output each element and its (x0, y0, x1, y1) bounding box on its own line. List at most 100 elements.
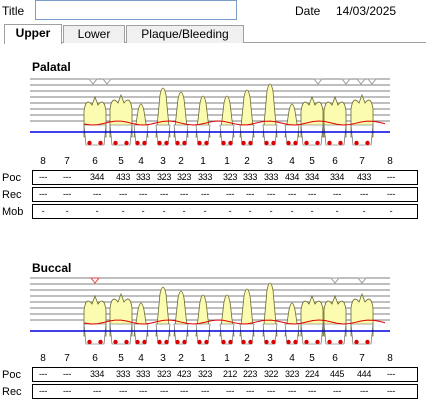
palatal-cell[interactable]: --- (287, 189, 297, 199)
palatal-cell[interactable]: 323 (156, 172, 172, 182)
palatal-cell[interactable]: 323 (222, 172, 238, 182)
palatal-cell[interactable]: 333 (242, 172, 258, 182)
buccal-cell[interactable]: --- (386, 369, 396, 379)
palatal-cell[interactable]: --- (179, 189, 189, 199)
buccal-cell[interactable]: 445 (329, 369, 345, 379)
palatal-cell[interactable]: --- (266, 189, 276, 199)
palatal-cell[interactable]: - (95, 206, 99, 216)
buccal-cell[interactable]: --- (118, 386, 128, 396)
buccal-cell[interactable]: --- (332, 386, 342, 396)
palatal-cell[interactable]: - (65, 206, 69, 216)
palatal-cell[interactable]: - (203, 206, 207, 216)
tab-lower[interactable]: Lower (63, 25, 125, 43)
palatal-poc-row[interactable]: --- --- 344 433 333 323 323 333 323 333 333 434 334 3… (32, 170, 418, 185)
palatal-crown (239, 124, 255, 146)
palatal-cell[interactable]: - (310, 206, 314, 216)
palatal-mob-row[interactable]: ---------------- (32, 204, 418, 219)
palatal-cell[interactable]: - (269, 206, 273, 216)
palatal-cell[interactable]: - (335, 206, 339, 216)
palatal-cell[interactable]: --- (225, 189, 235, 199)
buccal-cell[interactable]: --- (245, 386, 255, 396)
buccal-cell[interactable]: --- (266, 386, 276, 396)
buccal-cell[interactable]: 333 (115, 369, 131, 379)
palatal-cell[interactable]: - (162, 206, 166, 216)
palatal-bleeding-dot (304, 140, 309, 146)
palatal-cell[interactable]: --- (200, 189, 210, 199)
palatal-cell[interactable]: - (121, 206, 125, 216)
palatal-cell[interactable]: --- (307, 189, 317, 199)
buccal-cell[interactable]: 323 (284, 369, 300, 379)
buccal-cell[interactable]: --- (159, 386, 169, 396)
palatal-tooth-chart[interactable] (30, 73, 390, 153)
palatal-cell[interactable]: 334 (329, 172, 345, 182)
buccal-cell[interactable]: 223 (242, 369, 258, 379)
palatal-cell[interactable]: --- (62, 172, 72, 182)
palatal-rec-row[interactable]: --- --- --- --- --- --- --- --- --- --- --- --- --- -… (32, 187, 418, 202)
buccal-cell[interactable]: 322 (263, 369, 279, 379)
palatal-cell[interactable]: --- (159, 189, 169, 199)
palatal-cell[interactable]: --- (38, 172, 48, 182)
buccal-poc-row[interactable]: --- --- 334 333 333 323 423 323 212 223 322 323 224 4… (32, 367, 418, 382)
buccal-cell[interactable]: 323 (197, 369, 213, 379)
buccal-furcation-marker (89, 277, 101, 284)
buccal-cell[interactable]: 333 (135, 369, 151, 379)
title-input[interactable] (35, 0, 237, 20)
palatal-cell[interactable]: --- (138, 189, 148, 199)
palatal-cell[interactable]: - (182, 206, 186, 216)
buccal-cell[interactable]: --- (38, 386, 48, 396)
palatal-cell[interactable]: 433 (115, 172, 131, 182)
palatal-cell[interactable]: 434 (284, 172, 300, 182)
buccal-cell[interactable]: 323 (156, 369, 172, 379)
buccal-rec-row[interactable]: --- --- --- --- --- --- --- --- --- --- --- --- --- -… (32, 384, 418, 399)
palatal-cell[interactable]: 333 (263, 172, 279, 182)
buccal-cell[interactable]: --- (386, 386, 396, 396)
buccal-tooth-numbers: 8 7 6 5 4 3 2 1 1 2 3 4 5 6 7 8 (0, 353, 430, 366)
palatal-cell[interactable]: --- (359, 189, 369, 199)
palatal-cell[interactable]: --- (386, 189, 396, 199)
buccal-tooth-number: 3 (160, 353, 166, 364)
buccal-cell[interactable]: --- (62, 369, 72, 379)
buccal-cell[interactable]: --- (179, 386, 189, 396)
palatal-cell[interactable]: 323 (176, 172, 192, 182)
palatal-cell[interactable]: --- (38, 189, 48, 199)
buccal-cell[interactable]: --- (287, 386, 297, 396)
palatal-cell[interactable]: - (141, 206, 145, 216)
palatal-cell[interactable]: - (41, 206, 45, 216)
buccal-cell[interactable]: 224 (304, 369, 320, 379)
date-label: Date (295, 4, 321, 18)
palatal-cell[interactable]: 334 (304, 172, 320, 182)
buccal-tooth-chart[interactable] (30, 272, 390, 352)
buccal-cell[interactable]: --- (307, 386, 317, 396)
palatal-cell[interactable]: --- (118, 189, 128, 199)
palatal-cell[interactable]: 433 (356, 172, 372, 182)
tab-upper[interactable]: Upper (4, 24, 62, 44)
buccal-cell[interactable]: --- (92, 386, 102, 396)
palatal-cell[interactable]: --- (62, 189, 72, 199)
palatal-cell[interactable]: - (389, 206, 393, 216)
buccal-cell[interactable]: 334 (89, 369, 105, 379)
palatal-bleeding-dot (248, 140, 253, 146)
buccal-cell[interactable]: 444 (356, 369, 372, 379)
palatal-cell[interactable]: - (228, 206, 232, 216)
palatal-cell[interactable]: - (290, 206, 294, 216)
buccal-cell[interactable]: --- (359, 386, 369, 396)
palatal-cell[interactable]: 344 (89, 172, 105, 182)
palatal-cell[interactable]: --- (386, 172, 396, 182)
palatal-cell[interactable]: --- (245, 189, 255, 199)
buccal-cell[interactable]: --- (38, 369, 48, 379)
palatal-bleeding-dot (135, 140, 140, 146)
buccal-cell[interactable]: 423 (176, 369, 192, 379)
palatal-cell[interactable]: - (248, 206, 252, 216)
buccal-cell[interactable]: --- (62, 386, 72, 396)
buccal-furcation-marker (329, 277, 341, 284)
palatal-cell[interactable]: 333 (197, 172, 213, 182)
buccal-cell[interactable]: --- (225, 386, 235, 396)
buccal-cell[interactable]: --- (200, 386, 210, 396)
buccal-cell[interactable]: --- (138, 386, 148, 396)
palatal-cell[interactable]: - (362, 206, 366, 216)
palatal-cell[interactable]: --- (332, 189, 342, 199)
palatal-cell[interactable]: 333 (135, 172, 151, 182)
palatal-cell[interactable]: --- (92, 189, 102, 199)
tab-plaque-bleeding[interactable]: Plaque/Bleeding (126, 25, 244, 43)
buccal-cell[interactable]: 212 (222, 369, 238, 379)
